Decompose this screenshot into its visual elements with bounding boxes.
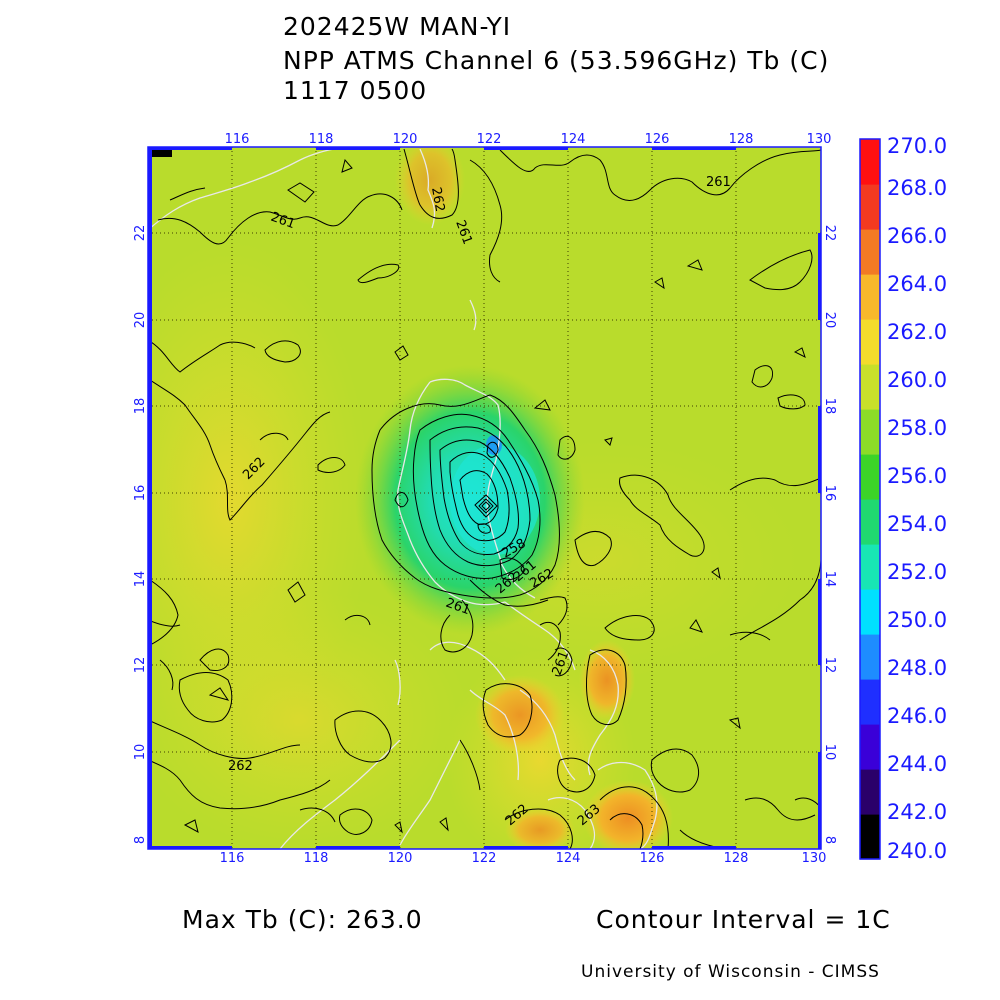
lat-tick-label: 8 — [133, 836, 148, 844]
colorbar-segment — [860, 319, 880, 365]
lon-labels-top: 116 118 120 122 124 126 128 130 — [225, 132, 832, 147]
colorbar-label: 268.0 — [887, 176, 948, 200]
colorbar-segment — [860, 229, 880, 275]
lon-tick-label: 120 — [393, 132, 418, 147]
lon-tick-label: 124 — [556, 851, 581, 866]
contours — [148, 148, 821, 849]
lon-tick-label: 118 — [304, 851, 329, 866]
colorbar-label: 266.0 — [887, 224, 948, 248]
lon-tick-label: 130 — [807, 132, 832, 147]
colorbar-segment — [860, 679, 880, 725]
colorbar-label: 260.0 — [887, 368, 948, 392]
contour-label: 262 — [428, 186, 447, 213]
colorbar-segment — [860, 409, 880, 455]
lat-labels-left: 22 20 18 16 14 12 10 8 — [133, 225, 148, 844]
max-tb-text: Max Tb (C): 263.0 — [182, 905, 423, 934]
lon-tick-label: 126 — [645, 132, 670, 147]
colorbar-label: 244.0 — [887, 752, 948, 776]
lon-labels-bottom: 116 118 120 122 124 126 128 130 — [220, 851, 827, 866]
contour-interval-text: Contour Interval = 1C — [596, 905, 891, 934]
coastlines — [148, 147, 658, 849]
colorbar-segment — [860, 499, 880, 545]
temperature-field — [148, 147, 821, 849]
lon-tick-label: 122 — [477, 132, 502, 147]
colorbar-segment — [860, 769, 880, 815]
axis-ticks — [148, 147, 821, 849]
lat-tick-label: 10 — [133, 744, 148, 761]
colorbar-label: 264.0 — [887, 272, 948, 296]
lat-labels-right: 22 20 18 16 14 12 10 8 — [822, 225, 837, 844]
colorbar-segment — [860, 589, 880, 635]
lat-tick-label: 18 — [822, 398, 837, 415]
lat-tick-label: 20 — [133, 312, 148, 329]
lat-tick-label: 14 — [822, 571, 837, 588]
lon-tick-label: 128 — [729, 132, 754, 147]
contour-label: 262 — [228, 759, 253, 774]
lat-tick-label: 10 — [822, 744, 837, 761]
lat-tick-label: 22 — [133, 225, 148, 242]
colorbar-frame — [859, 138, 881, 860]
lon-tick-label: 128 — [724, 851, 749, 866]
product-title: NPP ATMS Channel 6 (53.596GHz) Tb (C) — [283, 46, 830, 75]
colorbar-segment — [860, 544, 880, 590]
lat-tick-label: 12 — [822, 657, 837, 674]
colorbar-label: 258.0 — [887, 416, 948, 440]
lat-tick-label: 12 — [133, 657, 148, 674]
lon-tick-label: 124 — [561, 132, 586, 147]
lon-tick-label: 116 — [220, 851, 245, 866]
colorbar-segment — [860, 634, 880, 680]
colorbar — [860, 139, 880, 860]
colorbar-label: 248.0 — [887, 656, 948, 680]
colorbar-label: 252.0 — [887, 560, 948, 584]
colorbar-segment — [860, 364, 880, 410]
lat-tick-label: 20 — [822, 312, 837, 329]
lon-tick-label: 118 — [309, 132, 334, 147]
colorbar-label: 262.0 — [887, 320, 948, 344]
lon-tick-label: 116 — [225, 132, 250, 147]
colorbar-segment — [860, 184, 880, 230]
lon-tick-label: 122 — [472, 851, 497, 866]
storm-title: 202425W MAN-YI — [283, 12, 512, 41]
lat-tick-label: 16 — [822, 485, 837, 502]
lat-tick-label: 18 — [133, 398, 148, 415]
credit-text: University of Wisconsin - CIMSS — [581, 962, 880, 982]
colorbar-segment — [860, 454, 880, 500]
colorbar-label: 254.0 — [887, 512, 948, 536]
colorbar-label: 256.0 — [887, 464, 948, 488]
lat-tick-label: 22 — [822, 225, 837, 242]
colorbar-segment — [860, 814, 880, 860]
colorbar-label: 242.0 — [887, 800, 948, 824]
colorbar-label: 240.0 — [887, 839, 948, 863]
colorbar-label: 246.0 — [887, 704, 948, 728]
lon-tick-label: 120 — [388, 851, 413, 866]
datetime-title: 1117 0500 — [283, 76, 428, 105]
colorbar-label: 270.0 — [887, 134, 948, 158]
lon-tick-label: 130 — [802, 851, 827, 866]
colorbar-segment — [860, 274, 880, 320]
contour-label: 261 — [706, 175, 731, 190]
lat-tick-label: 8 — [822, 836, 837, 844]
lon-tick-label: 126 — [640, 851, 665, 866]
colorbar-label: 250.0 — [887, 608, 948, 632]
lat-tick-label: 16 — [133, 485, 148, 502]
lat-tick-label: 14 — [133, 571, 148, 588]
colorbar-segment — [860, 139, 880, 185]
colorbar-segment — [860, 724, 880, 770]
lat-lon-grid — [148, 147, 821, 849]
